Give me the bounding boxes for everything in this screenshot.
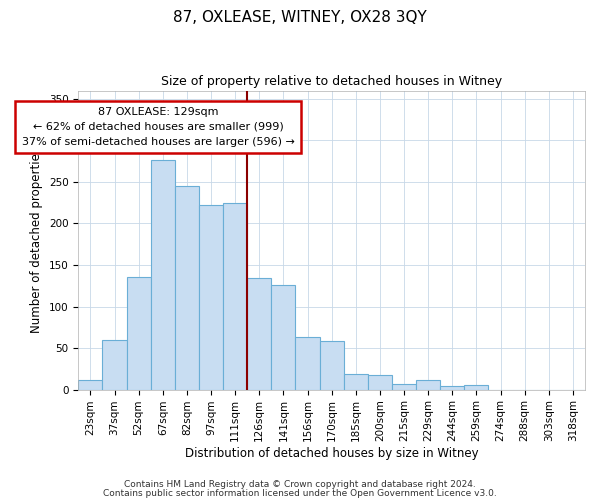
Bar bbox=[392, 384, 416, 390]
Text: Contains HM Land Registry data © Crown copyright and database right 2024.: Contains HM Land Registry data © Crown c… bbox=[124, 480, 476, 489]
Bar bbox=[416, 380, 440, 390]
Bar bbox=[247, 278, 271, 390]
Bar bbox=[127, 278, 151, 390]
Bar bbox=[368, 376, 392, 390]
Y-axis label: Number of detached properties: Number of detached properties bbox=[31, 147, 43, 333]
Bar bbox=[103, 340, 127, 390]
X-axis label: Distribution of detached houses by size in Witney: Distribution of detached houses by size … bbox=[185, 447, 478, 460]
Bar bbox=[175, 186, 199, 390]
Title: Size of property relative to detached houses in Witney: Size of property relative to detached ho… bbox=[161, 75, 502, 88]
Bar bbox=[464, 384, 488, 390]
Text: 87 OXLEASE: 129sqm
← 62% of detached houses are smaller (999)
37% of semi-detach: 87 OXLEASE: 129sqm ← 62% of detached hou… bbox=[22, 107, 295, 147]
Bar bbox=[440, 386, 464, 390]
Bar bbox=[320, 342, 344, 390]
Bar bbox=[344, 374, 368, 390]
Bar bbox=[271, 285, 295, 390]
Bar bbox=[223, 202, 247, 390]
Bar bbox=[79, 380, 103, 390]
Bar bbox=[199, 205, 223, 390]
Bar bbox=[151, 160, 175, 390]
Text: Contains public sector information licensed under the Open Government Licence v3: Contains public sector information licen… bbox=[103, 488, 497, 498]
Bar bbox=[295, 338, 320, 390]
Text: 87, OXLEASE, WITNEY, OX28 3QY: 87, OXLEASE, WITNEY, OX28 3QY bbox=[173, 10, 427, 25]
